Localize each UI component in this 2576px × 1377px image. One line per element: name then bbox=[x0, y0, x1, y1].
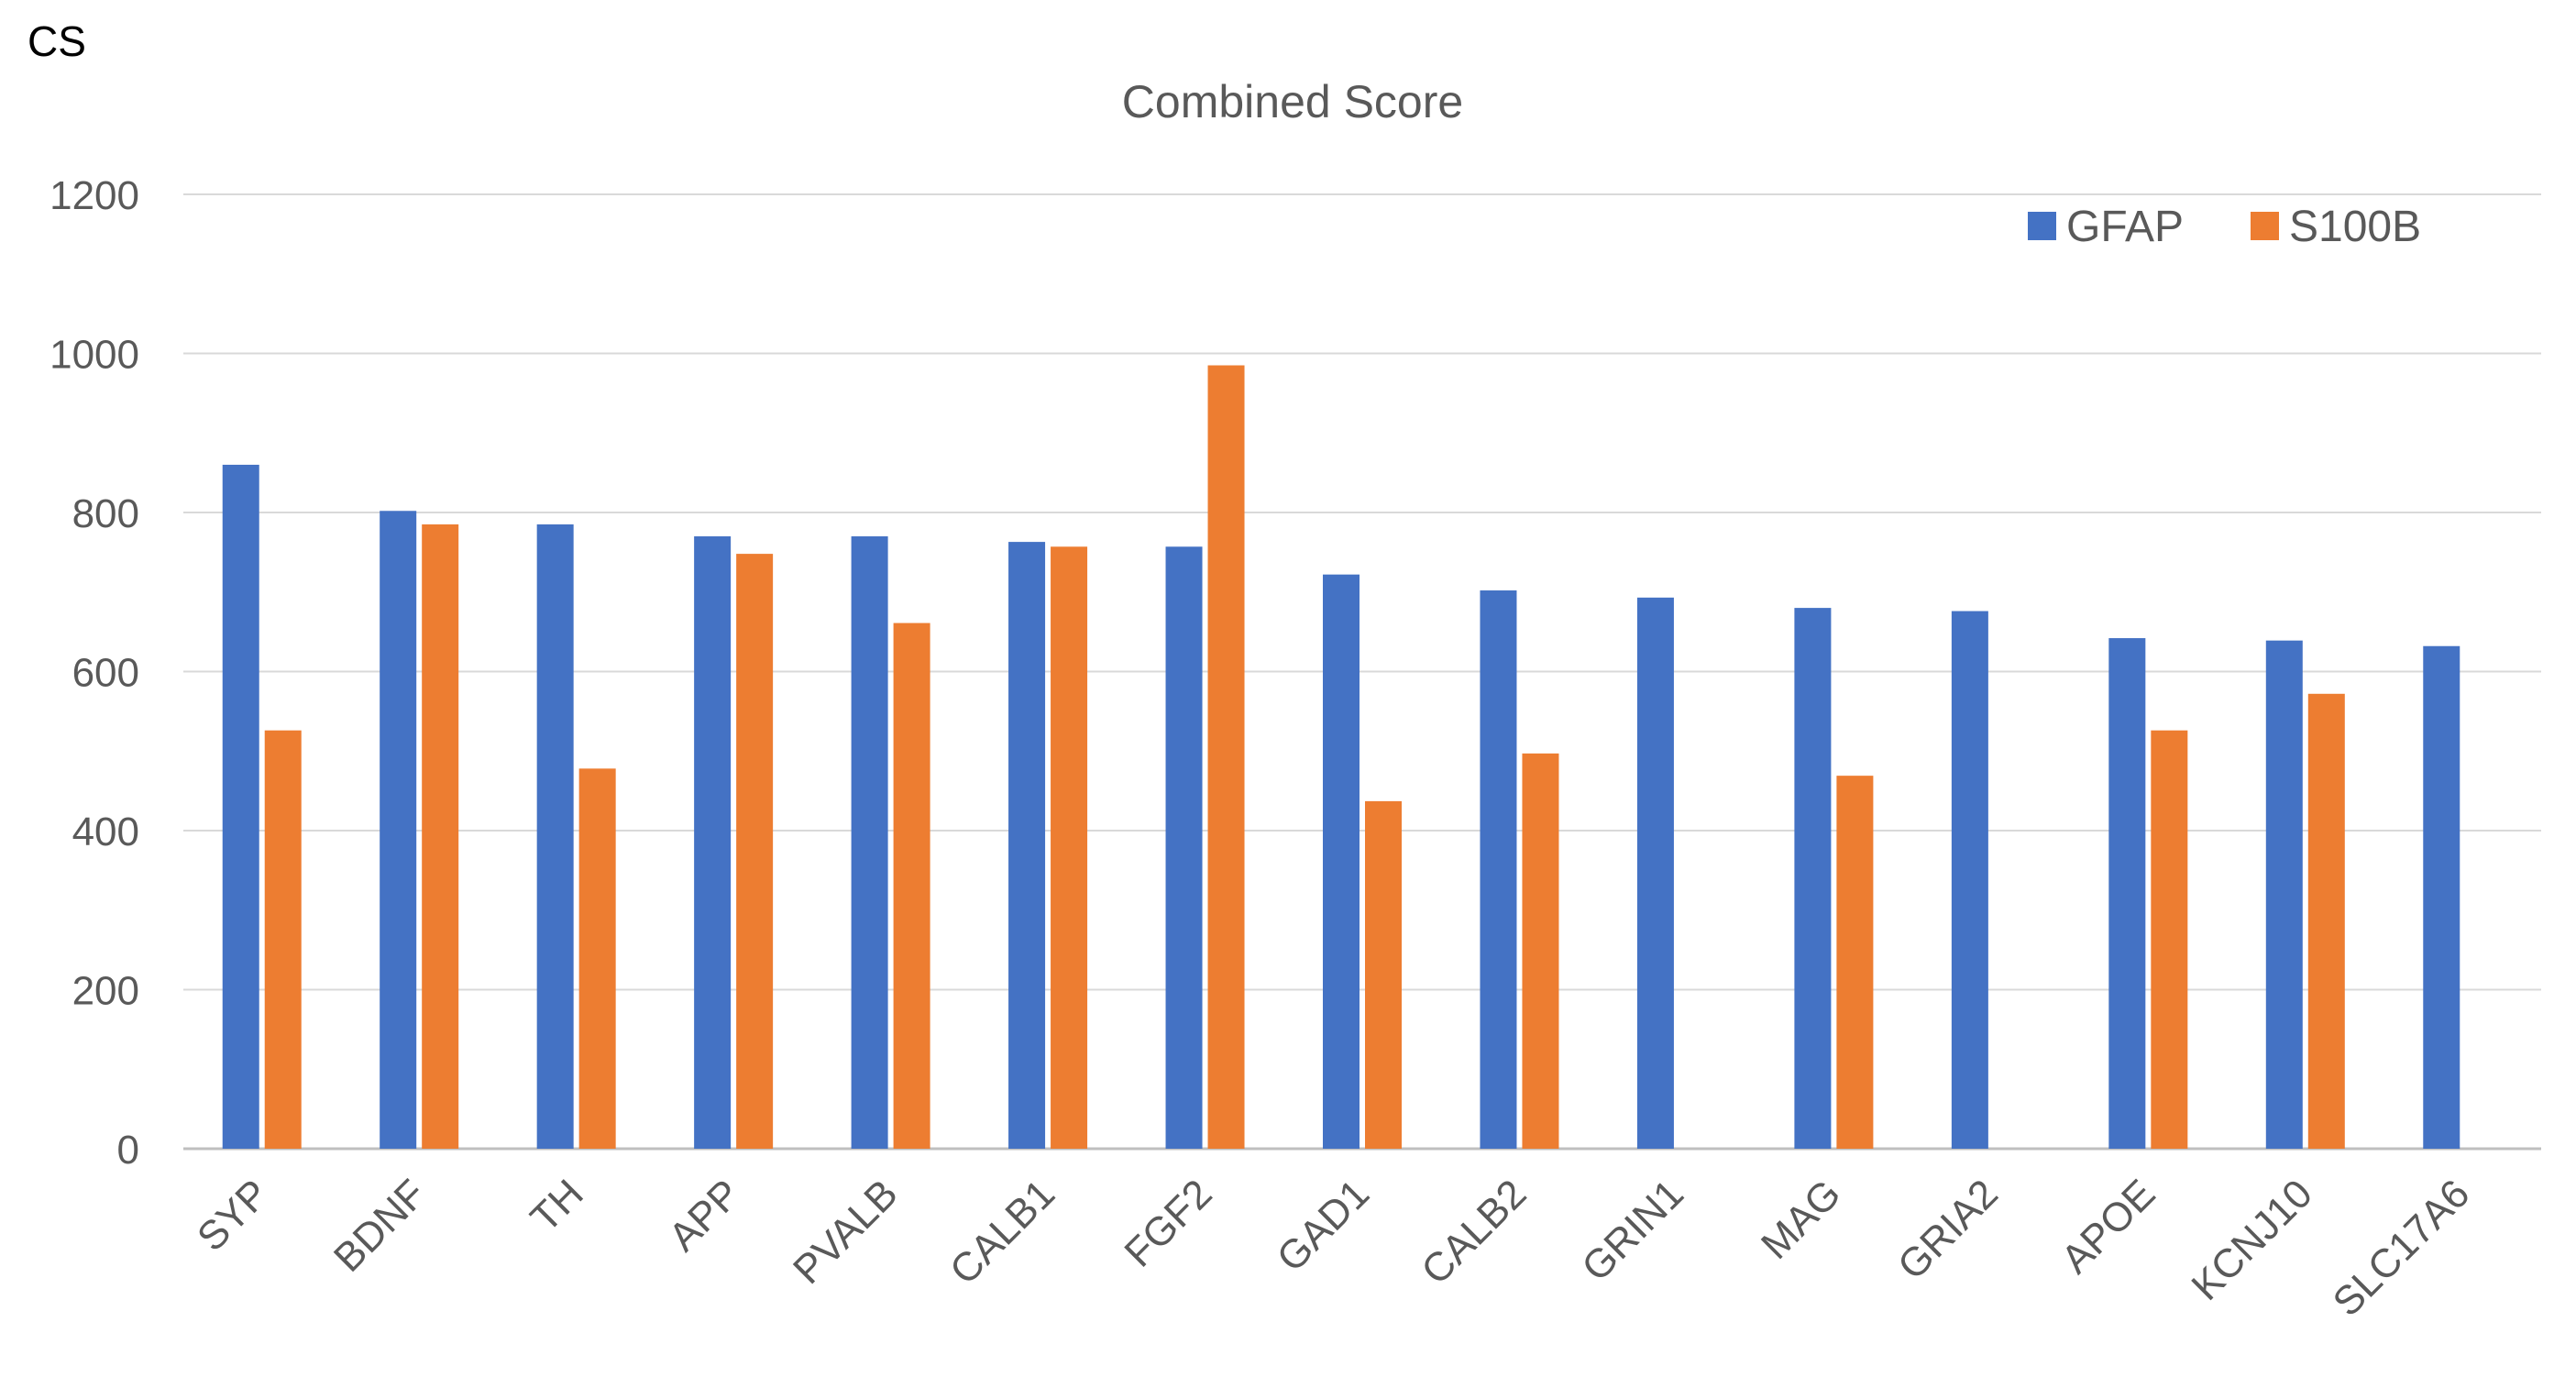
x-tick-label: SYP bbox=[189, 1171, 278, 1260]
x-tick-label: PVALB bbox=[785, 1171, 907, 1293]
y-tick-label: 800 bbox=[72, 491, 139, 536]
y-axis-ticks: 0 200 400 600 800 1000 1200 bbox=[50, 173, 139, 1173]
bar-gfap-app bbox=[694, 536, 732, 1149]
bar-s100b-gad1 bbox=[1365, 800, 1402, 1149]
x-tick-label: SLC17A6 bbox=[2324, 1171, 2478, 1325]
x-tick-label: BDNF bbox=[325, 1171, 435, 1280]
x-tick-label: TH bbox=[523, 1171, 592, 1240]
bars bbox=[222, 365, 2460, 1149]
x-tick-label: KCNJ10 bbox=[2183, 1171, 2321, 1309]
bar-s100b-calb1 bbox=[1051, 546, 1088, 1149]
bar-gfap-grin1 bbox=[1636, 597, 1674, 1149]
x-tick-label: MAG bbox=[1753, 1171, 1850, 1268]
bar-gfap-kcnj10 bbox=[2265, 640, 2303, 1149]
bar-s100b-calb2 bbox=[1522, 753, 1559, 1149]
bar-gfap-slc17a6 bbox=[2423, 645, 2460, 1149]
gridlines bbox=[183, 193, 2541, 1151]
y-tick-label: 1200 bbox=[50, 173, 139, 218]
bar-gfap-bdnf bbox=[380, 511, 417, 1149]
bar-s100b-kcnj10 bbox=[2307, 693, 2345, 1149]
bar-s100b-bdnf bbox=[422, 524, 459, 1149]
bar-gfap-syp bbox=[222, 464, 259, 1149]
legend-swatch-gfap bbox=[2028, 212, 2056, 240]
bar-gfap-fgf2 bbox=[1165, 546, 1203, 1149]
bar-gfap-apoe bbox=[2108, 638, 2146, 1149]
bar-s100b-app bbox=[736, 554, 774, 1149]
bar-gfap-calb1 bbox=[1008, 542, 1046, 1149]
bar-gfap-gria2 bbox=[1951, 611, 1988, 1149]
bar-gfap-gad1 bbox=[1323, 574, 1360, 1149]
legend-label-s100b: S100B bbox=[2289, 203, 2421, 251]
bar-gfap-th bbox=[536, 524, 574, 1149]
x-tick-label: APOE bbox=[2053, 1171, 2163, 1282]
y-tick-label: 1000 bbox=[50, 333, 139, 378]
x-tick-label: FGF2 bbox=[1116, 1171, 1220, 1275]
x-axis-ticks: SYP BDNF TH APP PVALB CALB1 FGF2 GAD1 CALB2 GRIN1… bbox=[189, 1171, 2478, 1325]
bar-gfap-pvalb bbox=[851, 536, 888, 1149]
x-tick-label: APP bbox=[660, 1171, 749, 1260]
x-tick-label: CALB2 bbox=[1413, 1171, 1535, 1293]
y-tick-label: 0 bbox=[117, 1128, 139, 1173]
y-tick-label: 200 bbox=[72, 969, 139, 1014]
bar-s100b-fgf2 bbox=[1207, 365, 1245, 1149]
x-tick-label: GRIN1 bbox=[1573, 1171, 1692, 1290]
x-tick-label: GAD1 bbox=[1269, 1171, 1378, 1280]
legend-label-gfap: GFAP bbox=[2066, 203, 2184, 251]
bar-s100b-pvalb bbox=[893, 622, 930, 1149]
x-tick-label: GRIA2 bbox=[1889, 1171, 2007, 1288]
legend: GFAP S100B bbox=[2028, 203, 2421, 251]
bar-gfap-mag bbox=[1794, 608, 1832, 1149]
bar-s100b-th bbox=[578, 768, 616, 1149]
bar-s100b-syp bbox=[264, 730, 302, 1149]
chart-title: Combined Score bbox=[1122, 76, 1463, 127]
bar-s100b-mag bbox=[1836, 776, 1874, 1149]
legend-swatch-s100b bbox=[2251, 212, 2279, 240]
bar-gfap-calb2 bbox=[1480, 590, 1517, 1149]
x-tick-label: CALB1 bbox=[941, 1171, 1063, 1293]
y-tick-label: 400 bbox=[72, 810, 139, 854]
bar-s100b-apoe bbox=[2151, 730, 2188, 1149]
y-tick-label: 600 bbox=[72, 651, 139, 696]
panel-label: CS bbox=[28, 17, 86, 65]
